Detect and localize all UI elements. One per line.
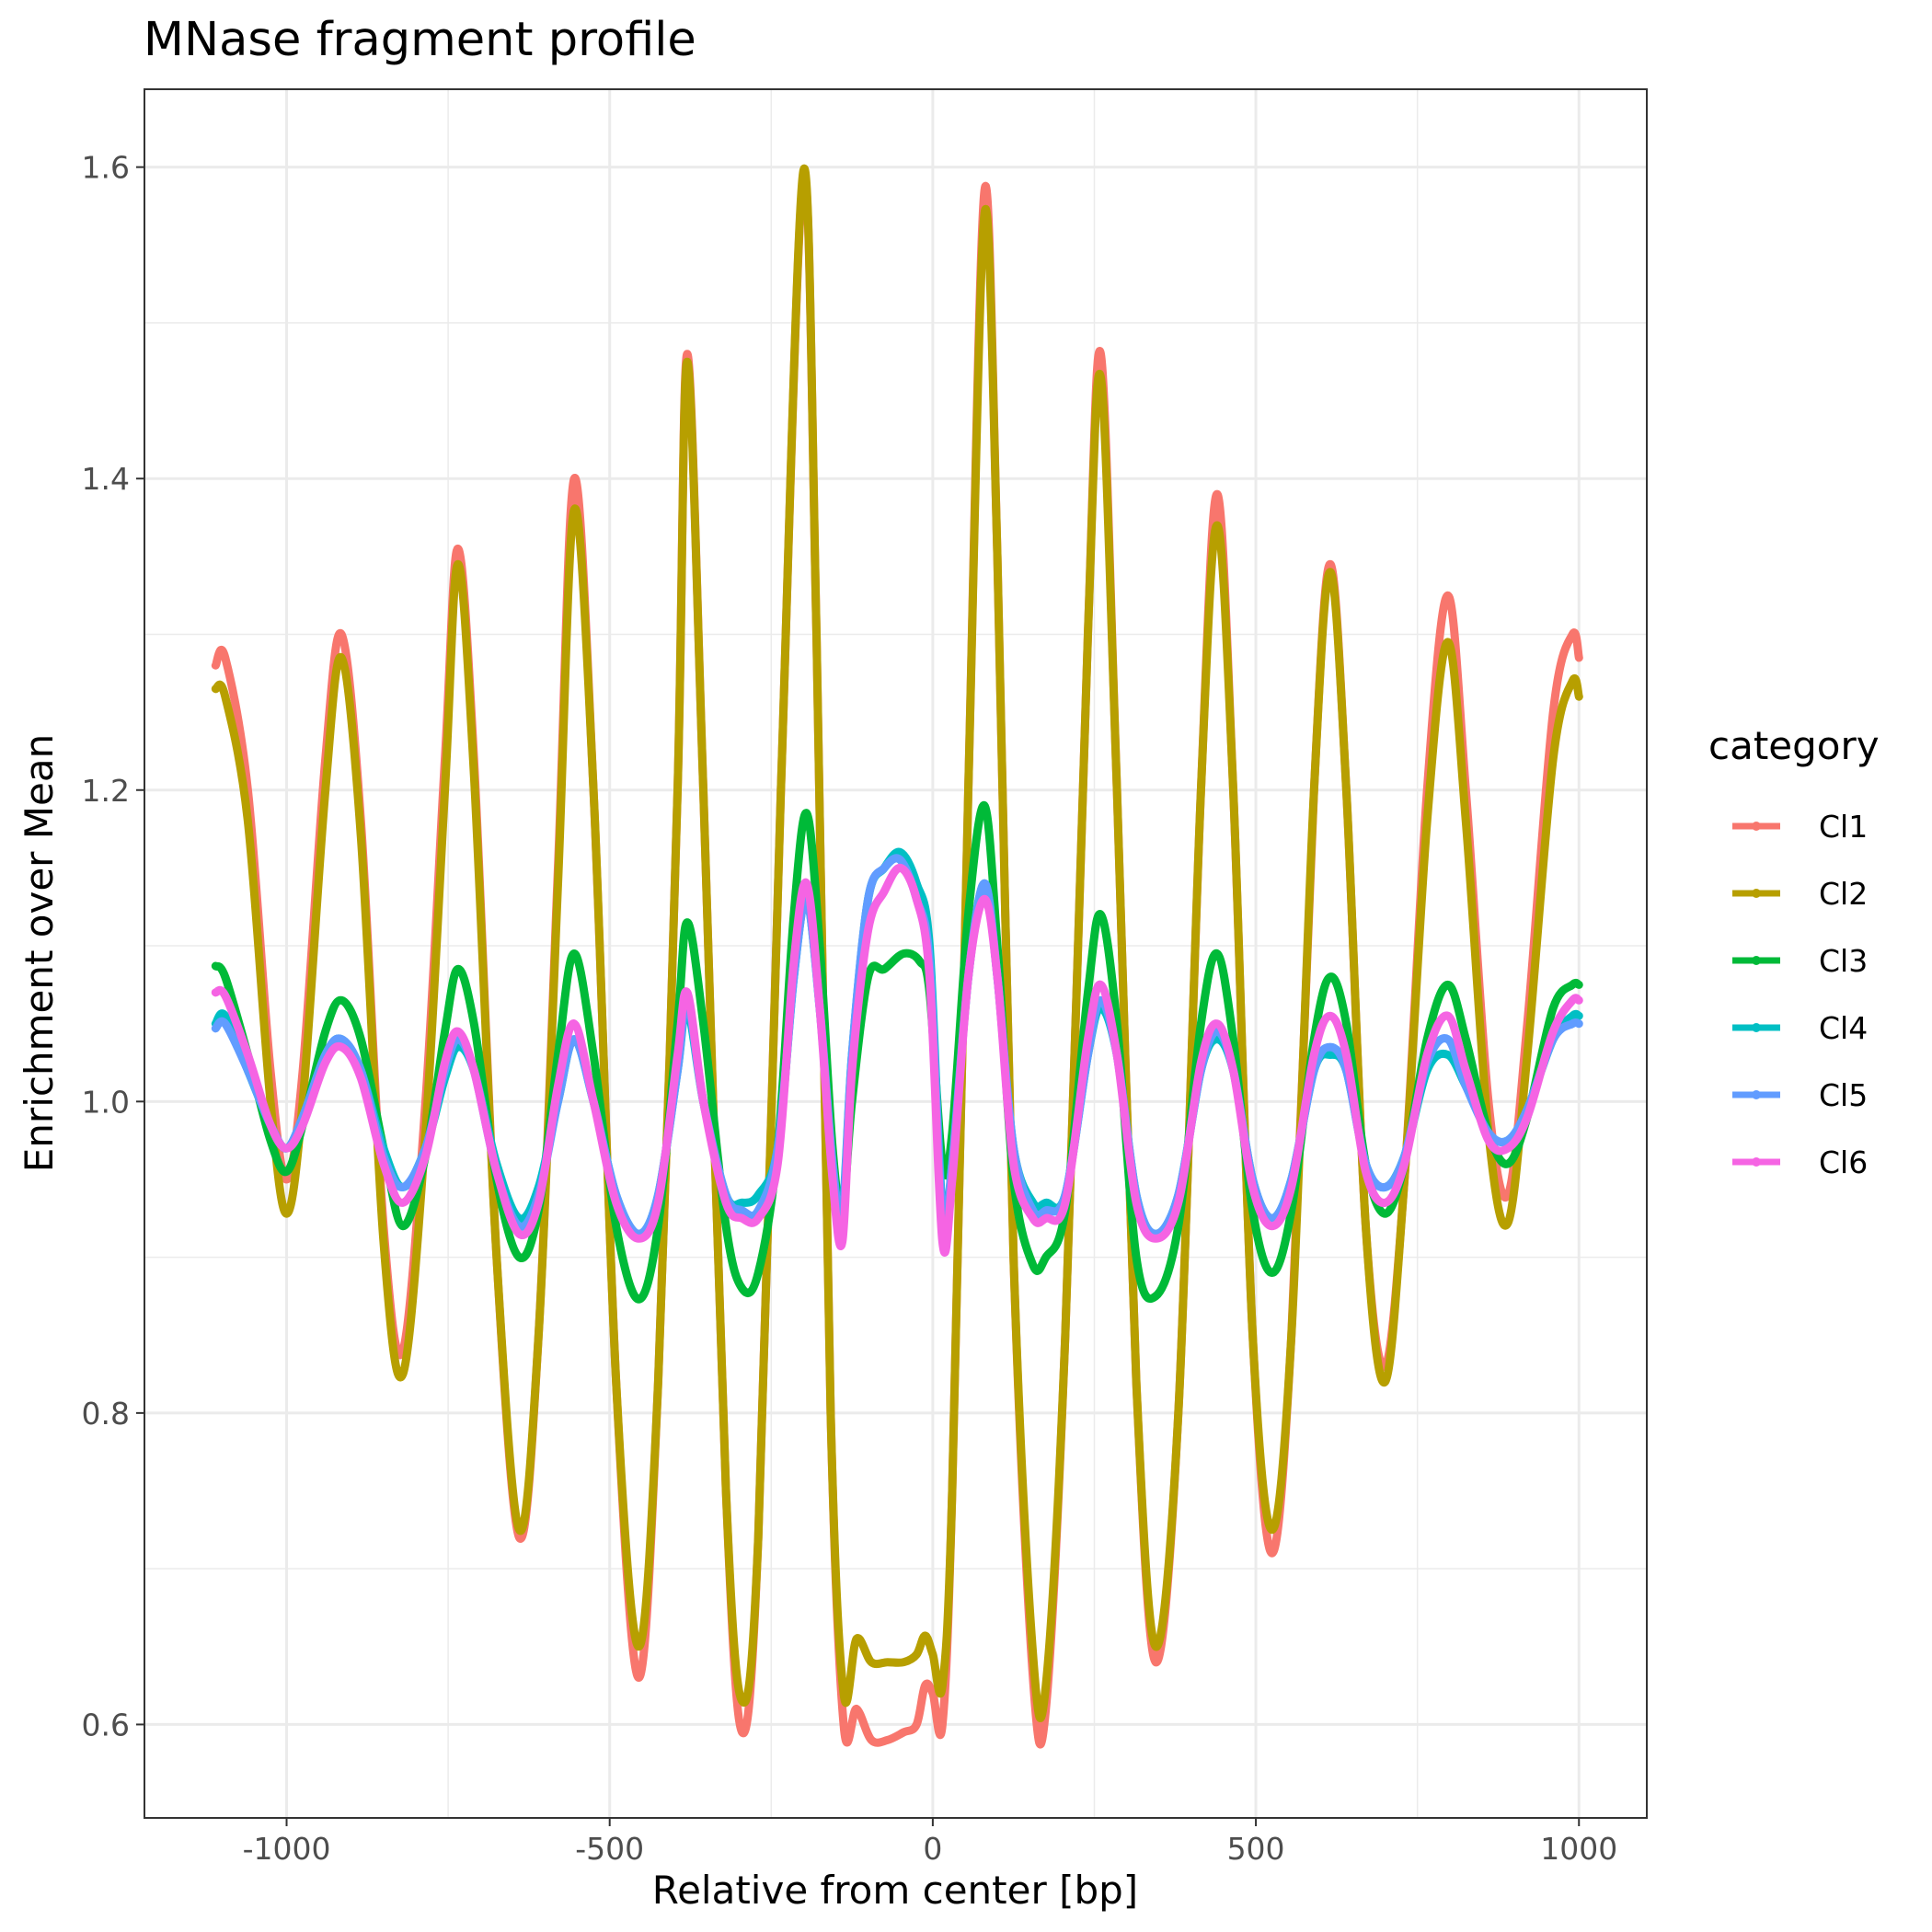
y-tick-label: 0.8 (82, 1396, 130, 1432)
x-axis-ticks: -1000 -500 0 500 1000 (243, 1818, 1617, 1867)
legend-key-point (1752, 1090, 1761, 1099)
legend-key-cl4 (1732, 1023, 1780, 1032)
series-line-cl6 (211, 863, 1583, 1257)
series-layer (211, 164, 1583, 1749)
legend-label-cl6: Cl6 (1819, 1144, 1868, 1180)
series-line-cl2 (211, 164, 1583, 1722)
x-tick-label: -1000 (243, 1831, 331, 1867)
x-tick-label: 500 (1227, 1831, 1285, 1867)
x-axis-title: Relative from center [bp] (652, 1868, 1138, 1913)
legend-key-point (1752, 822, 1761, 831)
legend-key-cl6 (1732, 1157, 1780, 1167)
legend-key-cl3 (1732, 956, 1780, 965)
chart-title: MNase fragment profile (144, 13, 696, 67)
legend-key-point (1752, 1157, 1761, 1167)
x-tick-label: 1000 (1540, 1831, 1617, 1867)
legend-label-cl4: Cl4 (1819, 1010, 1868, 1046)
y-tick-label: 0.6 (82, 1707, 130, 1742)
legend-key-point (1752, 1023, 1761, 1032)
y-tick-label: 1.4 (82, 461, 130, 497)
legend-label-cl3: Cl3 (1819, 943, 1868, 979)
legend-key-cl2 (1732, 889, 1780, 898)
x-tick-label: 0 (923, 1831, 942, 1867)
legend-key-cl5 (1732, 1090, 1780, 1099)
y-tick-label: 1.0 (82, 1084, 130, 1120)
y-tick-label: 1.6 (82, 150, 130, 186)
legend-key-point (1752, 889, 1761, 898)
legend-key-point (1752, 956, 1761, 965)
legend-items: Cl1 Cl2 Cl3 Cl4 Cl5 Cl6 (1732, 809, 1868, 1180)
legend: category Cl1 Cl2 Cl3 Cl4 Cl5 Cl6 (1708, 723, 1880, 1180)
y-axis-title: Enrichment over Mean (17, 734, 62, 1172)
legend-label-cl1: Cl1 (1819, 809, 1868, 845)
y-axis-ticks: 0.6 0.8 1.0 1.2 1.4 1.6 (82, 150, 144, 1742)
major-gridlines (144, 89, 1647, 1818)
x-tick-label: -500 (575, 1831, 644, 1867)
legend-label-cl2: Cl2 (1819, 876, 1868, 912)
y-tick-label: 1.2 (82, 773, 130, 809)
plot-panel-border (144, 88, 1648, 1819)
legend-key-cl1 (1732, 822, 1780, 831)
legend-label-cl5: Cl5 (1819, 1077, 1868, 1113)
legend-title: category (1708, 723, 1880, 768)
